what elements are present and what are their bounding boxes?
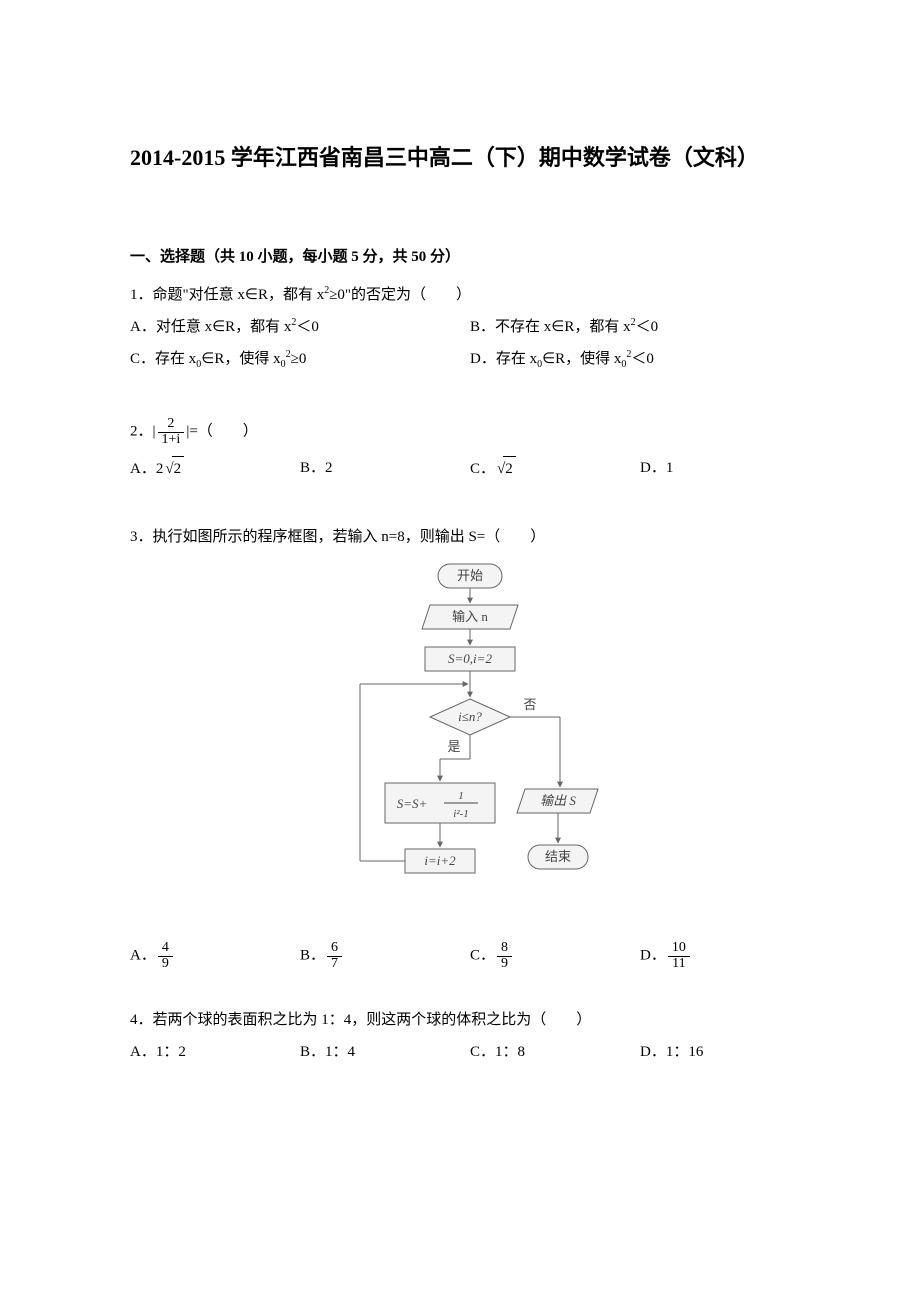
question-4: 4．若两个球的表面积之比为 1：4，则这两个球的体积之比为（ ） A．1：2 B… [130, 1008, 810, 1072]
text: A． [130, 948, 156, 964]
text: A．对任意 x∈R，都有 x [130, 319, 291, 335]
option-a: A．对任意 x∈R，都有 x2＜0 [130, 315, 470, 339]
sqrt: √2 [495, 456, 516, 481]
option-b: B．不存在 x∈R，都有 x2＜0 [470, 315, 810, 339]
question-stem: 1．命题"对任意 x∈R，都有 x2≥0"的否定为（ ） [130, 283, 810, 307]
question-stem: 3．执行如图所示的程序框图，若输入 n=8，则输出 S=（ ） [130, 525, 810, 549]
flow-init: S=0,i=2 [448, 651, 492, 666]
text: 1．命题"对任意 x∈R，都有 x [130, 287, 324, 303]
option-c: C．√2 [470, 456, 640, 481]
denominator: 9 [158, 957, 173, 972]
text: 2．| [130, 424, 156, 440]
flowchart-svg: 开始 输入 n S=0,i=2 i≤n? 否 [330, 559, 610, 919]
option-b: B．2 [300, 456, 470, 481]
flow-upds-pre: S=S+ [397, 796, 428, 811]
option-c: C．1：8 [470, 1040, 640, 1064]
section-header: 一、选择题（共 10 小题，每小题 5 分，共 50 分） [130, 245, 810, 269]
text: ＜0 [636, 319, 659, 335]
radicand: 2 [503, 456, 516, 481]
flow-yes: 是 [447, 739, 460, 754]
denominator: 7 [327, 957, 342, 972]
denominator: 1+i [158, 433, 185, 448]
option-a: A．49 [130, 941, 300, 971]
flow-end: 结束 [545, 849, 571, 864]
text: C．存在 x [130, 351, 196, 367]
flow-output: 输出 S [540, 793, 576, 808]
flow-upds-num: 1 [458, 790, 464, 802]
fraction: 89 [497, 941, 512, 971]
numerator: 8 [497, 941, 512, 957]
option-b: B．67 [300, 941, 470, 971]
text: A．2 [130, 461, 163, 477]
subscript: 0 [621, 359, 626, 370]
flowchart: 开始 输入 n S=0,i=2 i≤n? 否 [330, 559, 610, 928]
denominator: 9 [497, 957, 512, 972]
option-c: C．89 [470, 941, 640, 971]
fraction: 49 [158, 941, 173, 971]
flow-cond: i≤n? [458, 709, 482, 724]
text: ＜0 [631, 351, 654, 367]
option-d: D．1 [640, 456, 810, 481]
numerator: 4 [158, 941, 173, 957]
subscript: 0 [281, 359, 286, 370]
flow-input: 输入 n [452, 609, 488, 624]
flow-start: 开始 [457, 568, 483, 583]
options: A．49 B．67 C．89 D．1011 [130, 941, 810, 971]
fraction: 1011 [668, 941, 690, 971]
text: C． [470, 948, 495, 964]
page-title: 2014-2015 学年江西省南昌三中高二（下）期中数学试卷（文科） [130, 140, 810, 175]
exam-page: 2014-2015 学年江西省南昌三中高二（下）期中数学试卷（文科） 一、选择题… [0, 0, 920, 1302]
text: ≥0"的否定为（ ） [329, 287, 471, 303]
options: A．对任意 x∈R，都有 x2＜0 B．不存在 x∈R，都有 x2＜0 C．存在… [130, 315, 810, 381]
radicand: 2 [172, 456, 185, 481]
text: D．存在 x [470, 351, 537, 367]
options: A．1：2 B．1：4 C．1：8 D．1：16 [130, 1040, 810, 1072]
question-3: 3．执行如图所示的程序框图，若输入 n=8，则输出 S=（ ） 开始 输入 n [130, 525, 810, 972]
text: B． [300, 948, 325, 964]
text: ＜0 [296, 319, 319, 335]
option-d: D．1：16 [640, 1040, 810, 1064]
text: ≥0 [291, 351, 307, 367]
option-d: D．1011 [640, 941, 810, 971]
question-stem: 4．若两个球的表面积之比为 1：4，则这两个球的体积之比为（ ） [130, 1008, 810, 1032]
option-a: A．1：2 [130, 1040, 300, 1064]
flow-no: 否 [523, 697, 536, 712]
option-d: D．存在 x0∈R，使得 x02＜0 [470, 347, 810, 373]
text: |=（ ） [186, 424, 257, 440]
option-c: C．存在 x0∈R，使得 x02≥0 [130, 347, 470, 373]
flow-updi: i=i+2 [424, 853, 456, 868]
numerator: 10 [668, 941, 690, 957]
option-a: A．2√2 [130, 456, 300, 481]
text: D． [640, 948, 666, 964]
fraction: 21+i [158, 417, 185, 447]
question-1: 1．命题"对任意 x∈R，都有 x2≥0"的否定为（ ） A．对任意 x∈R，都… [130, 283, 810, 381]
text: ∈R，使得 x [201, 351, 280, 367]
flow-upds-den: i²-1 [453, 808, 469, 820]
numerator: 6 [327, 941, 342, 957]
denominator: 11 [668, 957, 690, 972]
sqrt: √2 [163, 456, 184, 481]
numerator: 2 [158, 417, 185, 433]
text: ∈R，使得 x [542, 351, 621, 367]
question-2: 2．|21+i|=（ ） A．2√2 B．2 C．√2 D．1 [130, 417, 810, 488]
text: B．不存在 x∈R，都有 x [470, 319, 631, 335]
options: A．2√2 B．2 C．√2 D．1 [130, 456, 810, 489]
text: C． [470, 461, 495, 477]
option-b: B．1：4 [300, 1040, 470, 1064]
fraction: 67 [327, 941, 342, 971]
question-stem: 2．|21+i|=（ ） [130, 417, 810, 447]
